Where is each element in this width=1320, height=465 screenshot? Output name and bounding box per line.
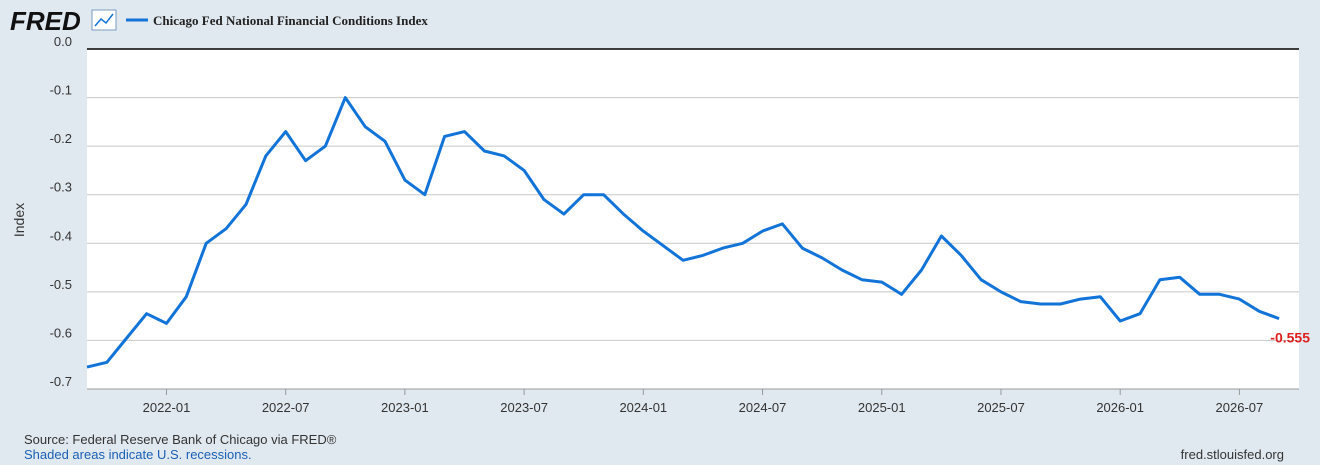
y-tick-label: -0.6 [50,325,72,340]
x-tick-label: 2026-07 [1216,400,1264,415]
x-tick-label: 2025-07 [977,400,1025,415]
x-tick-label: 2022-07 [262,400,310,415]
source: Source: Federal Reserve Bank of Chicago … [24,432,337,447]
logo[interactable]: FRED [10,6,81,36]
y-tick-label: -0.1 [50,83,72,98]
y-tick-label: -0.4 [50,228,72,243]
y-tick-label: 0.0 [54,34,72,49]
x-tick-label: 2026-01 [1096,400,1144,415]
x-tick-label: 2025-01 [858,400,906,415]
line [86,96,1280,369]
legend-label: Chicago Fed National Financial Condition… [153,13,428,28]
x-tick-label: 2023-01 [381,400,429,415]
plot-area [87,49,1299,389]
logo-icon [91,9,117,31]
x-tick-label: 2023-07 [500,400,548,415]
last-value-label: -0.555 [1270,330,1310,346]
x-tick-label: 2024-07 [739,400,787,415]
y-tick-label: -0.5 [50,277,72,292]
x-tick-label: 2022-01 [143,400,191,415]
y-axis-label: Index [11,203,27,237]
x-tick-label: 2024-01 [619,400,667,415]
y-tick-label: -0.3 [50,180,72,195]
recession-note[interactable]: Shaded areas indicate U.S. recessions. [24,447,252,462]
y-tick-label: -0.7 [50,374,72,389]
y-tick-label: -0.2 [50,131,72,146]
url[interactable]: fred.stlouisfed.org [1181,447,1284,462]
